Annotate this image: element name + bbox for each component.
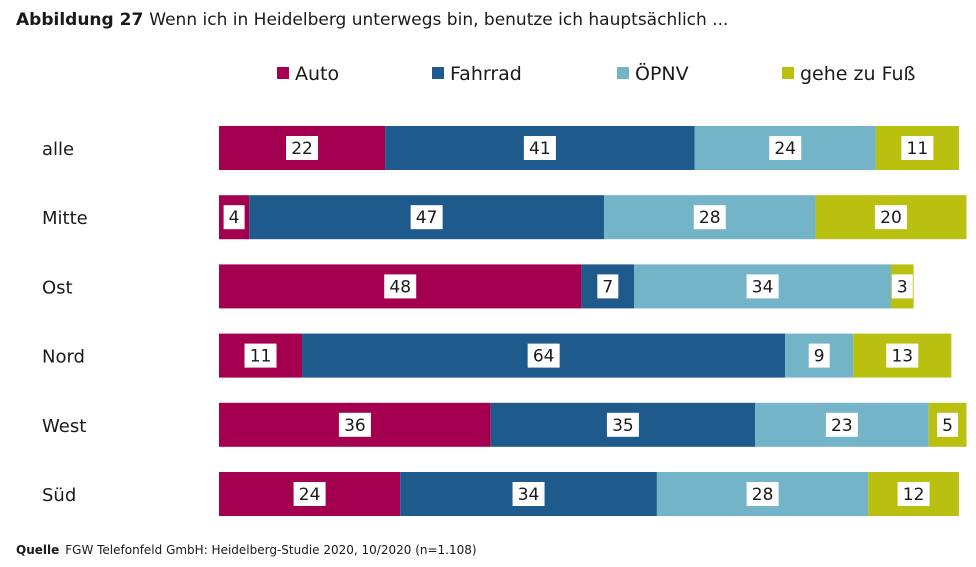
data-label-box-alle-gehe-zu-fuss [901, 136, 934, 160]
source-note: Quelle FGW Telefonfeld GmbH: Heidelberg-S… [16, 543, 477, 557]
data-label-box-sud-gehe-zu-fuss [897, 482, 930, 506]
category-label-ost: Ost [42, 277, 73, 298]
data-label-box-mitte-fahrrad [410, 205, 443, 230]
data-label-box-alle-opnv [769, 136, 802, 160]
data-label-ost-auto: 48 [389, 277, 411, 297]
data-label-sud-opnv: 28 [752, 485, 774, 505]
data-label-box-ost-auto [384, 274, 417, 299]
data-label-box-nord-gehe-zu-fuss [886, 343, 919, 368]
data-label-box-alle-auto [286, 136, 319, 160]
data-label-sud-gehe-zu-fuss: 12 [903, 485, 925, 505]
legend-label-auto: Auto [295, 63, 339, 85]
data-label-ost-fahrrad: 7 [602, 277, 613, 297]
data-label-nord-fahrrad: 64 [533, 347, 555, 367]
data-label-box-nord-opnv [808, 343, 830, 368]
data-label-mitte-auto: 4 [229, 208, 240, 228]
legend-swatch-gehe-zu-fuss [782, 67, 794, 79]
data-label-west-auto: 36 [344, 416, 366, 436]
data-label-box-west-fahrrad [606, 412, 639, 437]
data-label-ost-opnv: 34 [752, 277, 774, 297]
category-label-nord: Nord [42, 347, 85, 368]
data-label-alle-fahrrad: 41 [529, 139, 551, 159]
data-label-west-opnv: 23 [831, 416, 853, 436]
source-text: FGW Telefonfeld GmbH: Heidelberg-Studie … [65, 543, 477, 557]
data-label-box-mitte-opnv [693, 205, 726, 230]
data-label-nord-auto: 11 [250, 347, 272, 367]
legend-label-fahrrad: Fahrrad [450, 63, 522, 85]
data-label-box-ost-gehe-zu-fuss [891, 274, 913, 299]
data-label-box-sud-auto [293, 482, 326, 506]
data-label-ost-gehe-zu-fuss: 3 [897, 277, 908, 297]
data-label-box-mitte-gehe-zu-fuss [874, 205, 907, 230]
data-label-nord-opnv: 9 [814, 347, 825, 367]
category-label-sud: Süd [42, 485, 76, 506]
legend-label-gehe-zu-fuss: gehe zu Fuß [800, 63, 916, 85]
data-label-sud-fahrrad: 34 [518, 485, 540, 505]
data-label-box-nord-fahrrad [527, 343, 560, 368]
data-label-mitte-opnv: 28 [699, 208, 721, 228]
data-label-box-west-auto [338, 412, 371, 437]
data-label-box-sud-opnv [746, 482, 779, 506]
legend-swatch-opnv [617, 67, 629, 79]
data-label-west-gehe-zu-fuss: 5 [942, 416, 953, 436]
figure-label: Abbildung 27 [16, 10, 144, 30]
data-label-box-west-opnv [825, 412, 858, 437]
legend-swatch-auto [277, 67, 289, 79]
source-label: Quelle [16, 543, 60, 557]
data-label-box-ost-opnv [746, 274, 779, 299]
data-label-sud-auto: 24 [299, 485, 321, 505]
data-label-mitte-gehe-zu-fuss: 20 [880, 208, 902, 228]
figure-title: Abbildung 27 Wenn ich in Heidelberg unter… [16, 10, 728, 30]
data-label-box-ost-fahrrad [597, 274, 619, 299]
data-label-box-nord-auto [244, 343, 277, 368]
legend-label-opnv: ÖPNV [635, 62, 689, 85]
data-label-mitte-fahrrad: 47 [416, 208, 438, 228]
category-label-west: West [42, 416, 86, 437]
data-label-box-west-gehe-zu-fuss [937, 412, 959, 437]
data-label-alle-gehe-zu-fuss: 11 [907, 139, 929, 159]
data-label-alle-auto: 22 [291, 139, 313, 159]
data-label-nord-gehe-zu-fuss: 13 [891, 347, 913, 367]
legend-swatch-fahrrad [432, 67, 444, 79]
category-label-alle: alle [42, 139, 74, 160]
data-label-west-fahrrad: 35 [612, 416, 634, 436]
data-label-box-mitte-auto [223, 205, 245, 230]
data-label-alle-opnv: 24 [774, 139, 796, 159]
data-label-box-alle-fahrrad [523, 136, 556, 160]
category-label-mitte: Mitte [42, 208, 88, 229]
figure-title-text: Wenn ich in Heidelberg unterwegs bin, be… [149, 10, 729, 30]
data-label-box-sud-fahrrad [512, 482, 545, 506]
